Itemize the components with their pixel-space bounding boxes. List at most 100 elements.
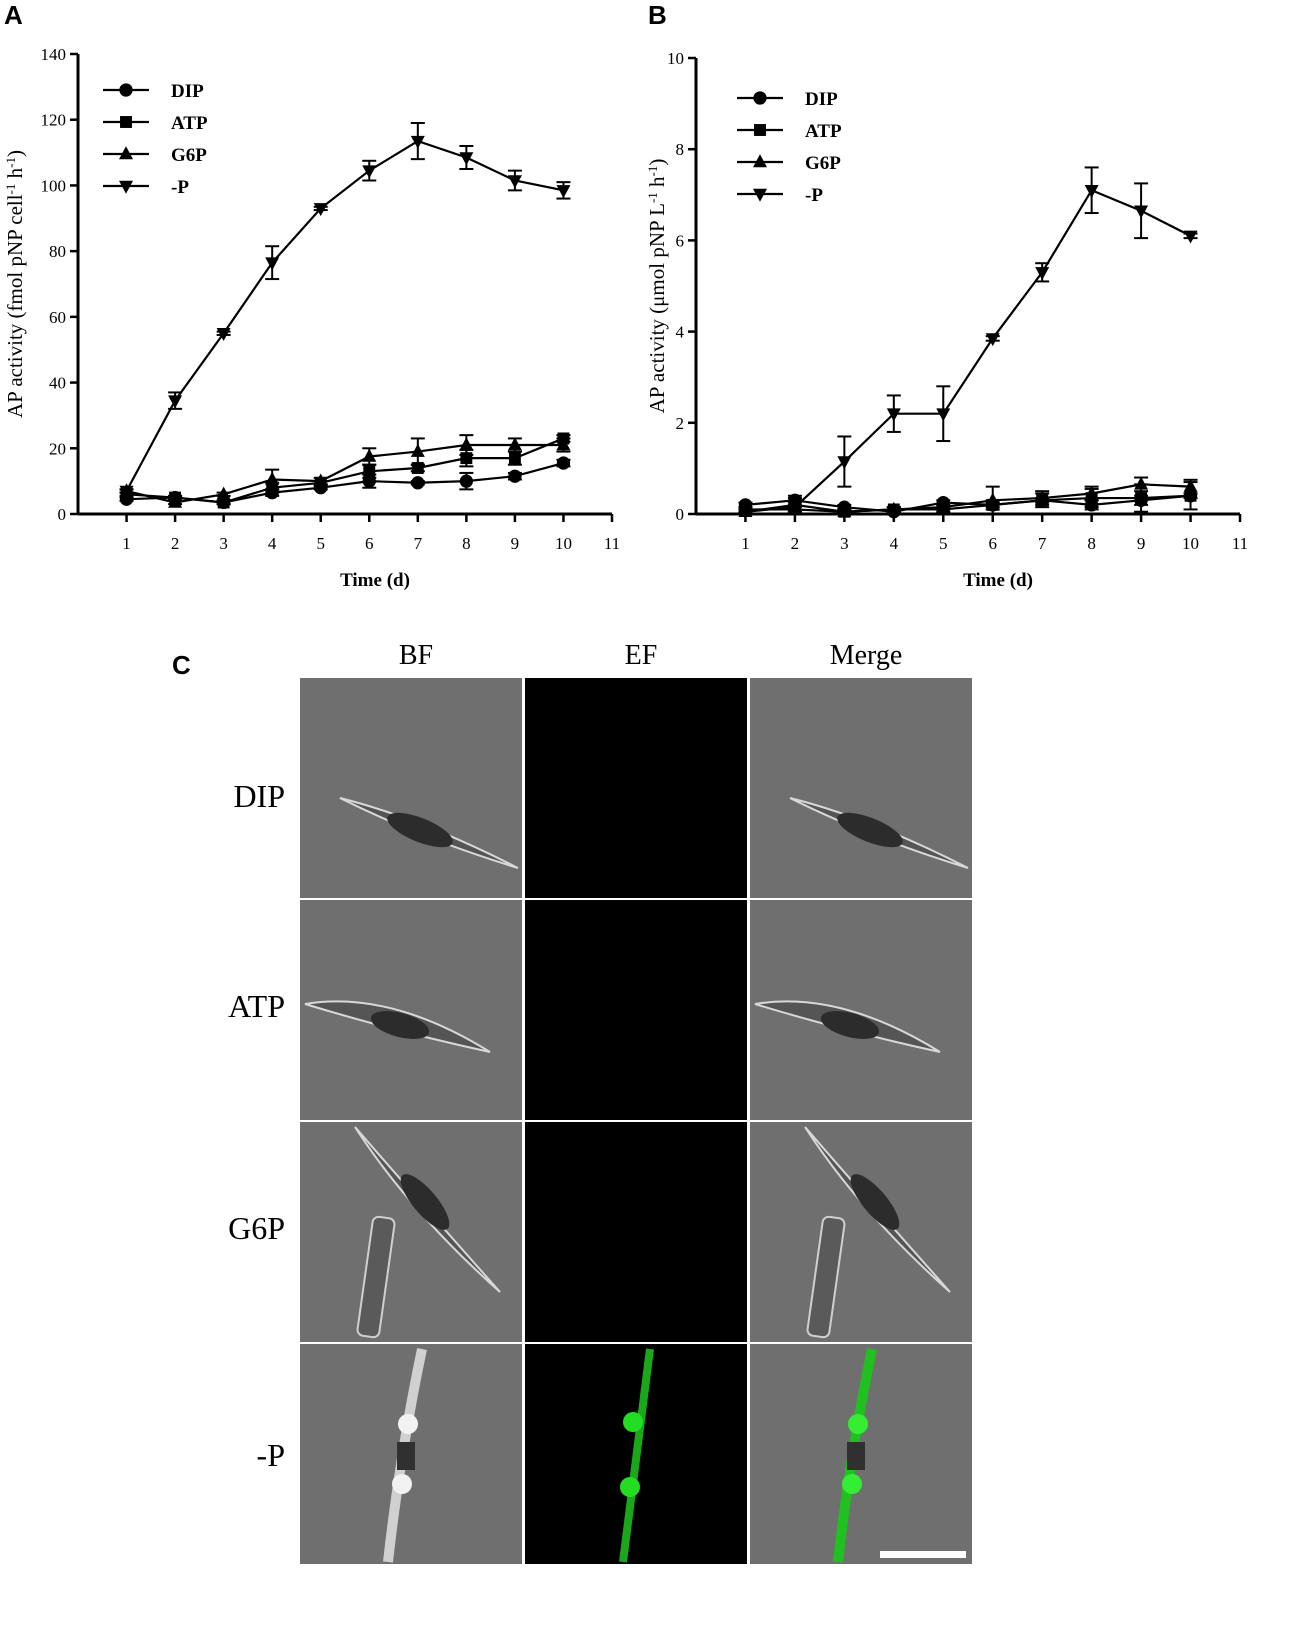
chart-a-legend-label: G6P (171, 145, 207, 166)
chart-a-point (460, 452, 473, 465)
image-g6p-bf (300, 1122, 522, 1342)
chart-a-point (217, 496, 230, 509)
chart-a-point (508, 452, 521, 465)
chart-a-y-label: AP activity (fmol pNP cell-1 h-1) (3, 150, 28, 418)
chart-b-y-tick-label: 8 (676, 140, 685, 159)
chart-a-x-tick-label: 1 (122, 534, 131, 553)
chart-b-series-3 (738, 166, 1198, 520)
row-label-atp: ATP (228, 988, 285, 1024)
chart-b-x-tick-label: 9 (1137, 534, 1146, 553)
chart-a-point (411, 462, 424, 474)
chart-b-series-line (745, 188, 1192, 513)
chart-a-point (313, 203, 328, 217)
image-p-merge (750, 1344, 972, 1564)
column-header-merge: Merge (829, 640, 903, 671)
chart-b-x-tick-label: 8 (1087, 534, 1096, 553)
chart-a-series-1 (119, 432, 571, 509)
chart-a-point (119, 485, 134, 499)
image-dip-bf (300, 678, 522, 898)
chart-a-point (410, 443, 425, 457)
chart-b-legend-label: G6P (805, 153, 841, 174)
chart-a-point (507, 437, 522, 451)
chart-a-point (410, 135, 425, 149)
chart-b-series-line (745, 494, 1191, 513)
chart-a-legend-marker (119, 146, 133, 160)
chart-a-series-line (126, 437, 564, 504)
chart-b-y-tick-label: 10 (667, 49, 684, 68)
chart-b-legend-label: DIP (805, 89, 838, 110)
chart-a: 0 20 40 60 80 100 120 140 1 2 3 4 5 6 7 8 9 10 11 Time (d) A… (3, 45, 621, 591)
chart-b-x-tick-label: 4 (890, 534, 899, 553)
chart-a-point (362, 165, 377, 179)
chart-a-point (265, 257, 280, 271)
image-g6p-ef (525, 1122, 747, 1342)
image-g6p-merge (750, 1122, 972, 1342)
chart-a-point (216, 328, 231, 341)
chart-a-x-tick-label: 9 (511, 534, 520, 553)
chart-b-y-label: AP activity (μmol pNP L-1 h-1) (645, 159, 670, 414)
chart-b-point (1134, 205, 1149, 219)
image-p-ef (525, 1344, 747, 1564)
chart-b-point (985, 333, 1000, 347)
chart-b-point (738, 506, 753, 520)
chart-b-x-tick-label: 3 (840, 534, 849, 553)
chart-a-point (556, 437, 571, 451)
chart-a-series-2 (119, 434, 571, 508)
chart-b-y-tick-label: 2 (676, 414, 685, 433)
chart-a-point (459, 152, 474, 166)
chart-b-x-tick-label: 10 (1182, 534, 1199, 553)
chart-b-x-tick-label: 11 (1232, 534, 1248, 553)
chart-a-legend-label: DIP (171, 81, 204, 102)
chart-a-point (363, 465, 376, 478)
chart-b-y-tick-label: 6 (676, 231, 685, 250)
image-dip-ef (525, 678, 747, 898)
chart-a-series-line (126, 443, 564, 504)
chart-b-point (1183, 478, 1198, 492)
image-p-bf (300, 1344, 522, 1564)
chart-b-x-tick-label: 6 (988, 534, 997, 553)
column-header-ef: EF (624, 640, 658, 671)
chart-b-x-label: Time (d) (963, 570, 1033, 591)
chart-b-x-tick-label: 5 (939, 534, 948, 553)
chart-b-y-tick-label: 0 (676, 505, 685, 524)
image-atp-ef (525, 900, 747, 1120)
chart-a-legend-marker (120, 116, 132, 128)
chart-a-legend-label: ATP (171, 113, 208, 134)
chart-a-x-tick-label: 6 (365, 534, 374, 553)
chart-a-point (556, 456, 571, 470)
chart-a-point (265, 471, 280, 485)
chart-a-x-label: Time (d) (340, 570, 410, 591)
row-label-dip: DIP (233, 778, 285, 814)
chart-b-point (1084, 485, 1099, 499)
chart-a-point (216, 486, 231, 500)
panel-label-b: B (648, 0, 667, 30)
chart-a-point (313, 473, 328, 487)
chart-a-legend-label: -P (171, 177, 189, 198)
chart-b-legend-marker (753, 154, 767, 168)
chart-b-point (985, 492, 1000, 506)
image-atp-bf (300, 900, 522, 1120)
chart-a-point (507, 175, 522, 189)
chart-a-x-tick-label: 10 (555, 534, 572, 553)
chart-b-x-tick-label: 7 (1038, 534, 1047, 553)
chart-b-legend-marker (753, 91, 767, 105)
chart-b-point (1183, 230, 1198, 244)
chart-a-x-tick-label: 11 (604, 534, 620, 553)
chart-a-point (168, 395, 183, 409)
chart-b-point (837, 504, 852, 517)
chart-a-y-tick-label: 20 (49, 439, 66, 458)
chart-a-x-tick-label: 4 (268, 534, 277, 553)
chart-b-point (1035, 490, 1050, 504)
chart-a-y-tick-label: 40 (49, 374, 66, 393)
row-label-p: -P (256, 1437, 285, 1473)
chart-a-x-tick-label: 8 (462, 534, 471, 553)
chart-b-point (1134, 476, 1149, 490)
chart-a-point (459, 437, 474, 451)
chart-a-y-tick-label: 0 (58, 505, 67, 524)
chart-b-point (936, 499, 951, 513)
chart-b-point (1135, 492, 1148, 504)
panel-label-c: C (172, 650, 191, 680)
chart-a-point (411, 476, 425, 490)
chart-b-point (886, 408, 901, 422)
chart-b-y-tick-label: 4 (676, 323, 685, 342)
